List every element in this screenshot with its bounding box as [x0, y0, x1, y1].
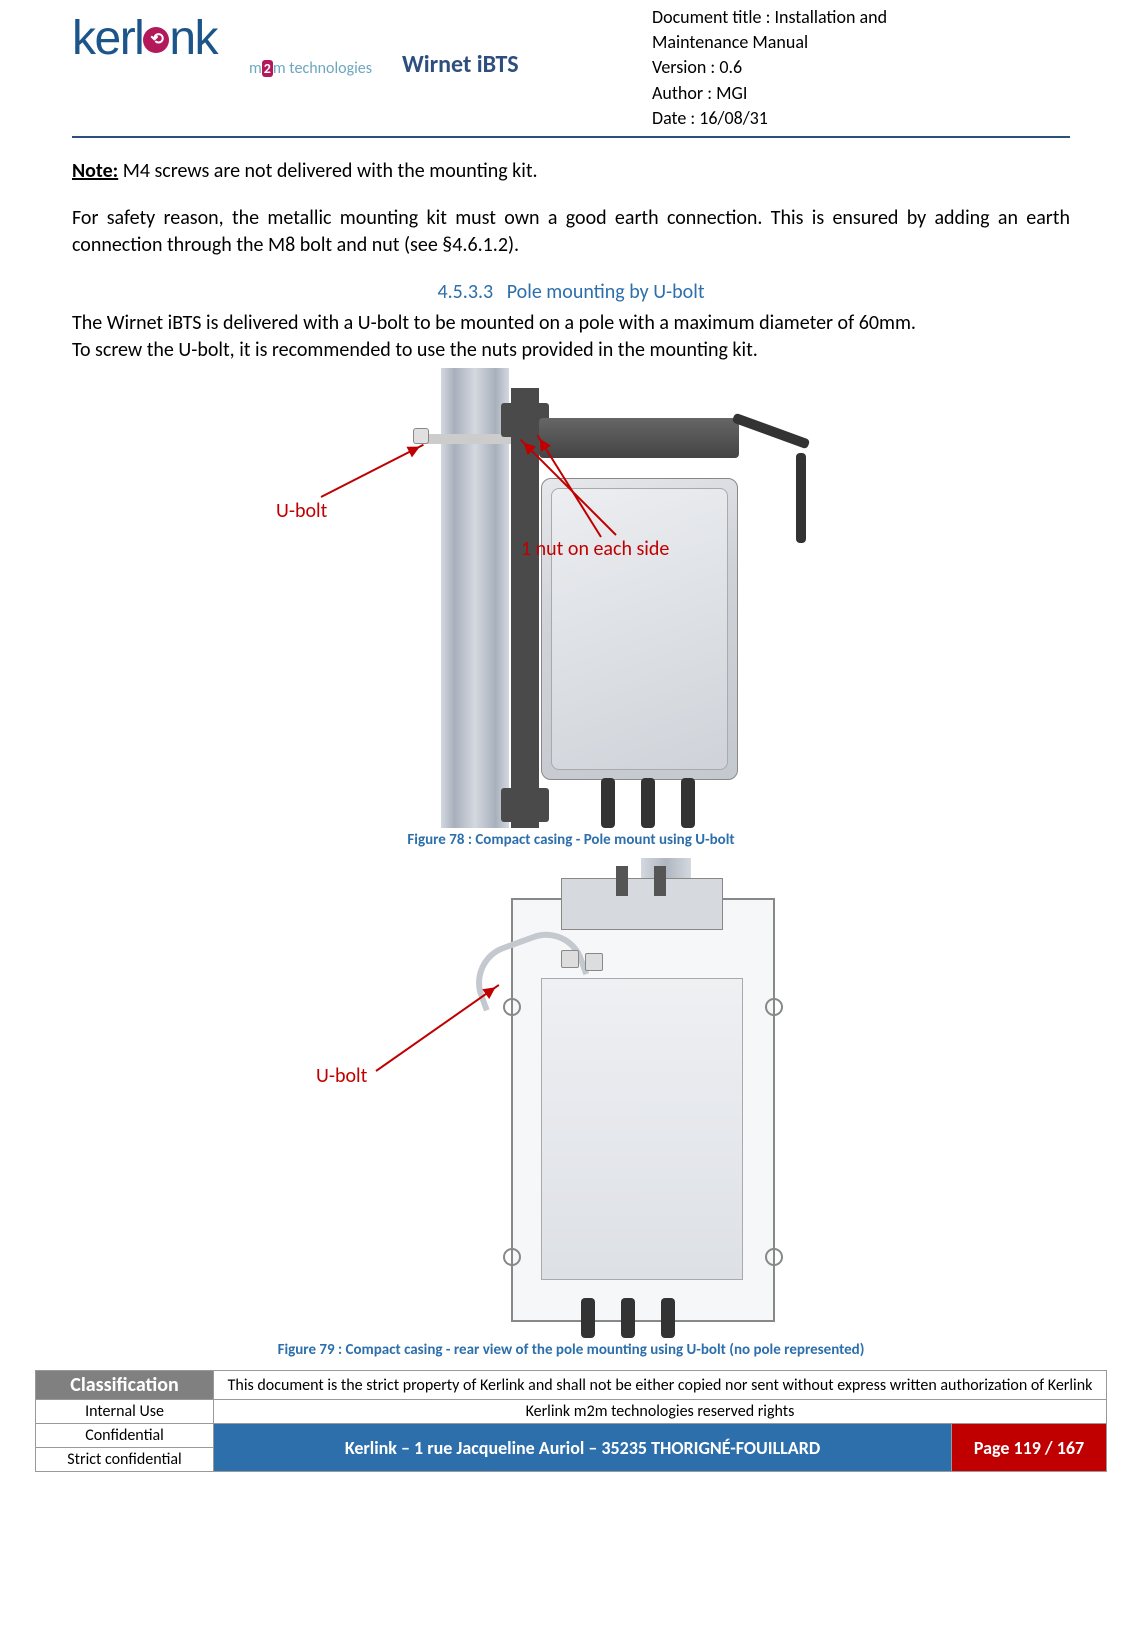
doc-author: Author : MGI [652, 81, 1070, 106]
ubolt-paragraph-2: To screw the U-bolt, it is recommended t… [72, 337, 1070, 364]
logo-sub-pre: m [249, 59, 262, 78]
internal-use-cell: Internal Use [36, 1400, 214, 1424]
section-heading: 4.5.3.3 Pole mounting by U-bolt [72, 279, 1070, 306]
page-header: kerl⟲nk m2m technologies Wirnet iBTS Doc… [72, 0, 1070, 138]
safety-paragraph: For safety reason, the metallic mounting… [72, 205, 1070, 259]
callout-ubolt: U-bolt [316, 1063, 367, 1090]
ubolt-paragraph-1: The Wirnet iBTS is delivered with a U-bo… [72, 310, 1070, 337]
section-title: Pole mounting by U-bolt [507, 280, 705, 304]
figure-79-caption: Figure 79 : Compact casing - rear view o… [72, 1340, 1070, 1360]
product-title: Wirnet iBTS [402, 5, 652, 79]
doc-metadata: Document title : Installation and Mainte… [652, 5, 1070, 131]
logo-text: nk [169, 12, 217, 65]
note-label: Note: [72, 159, 118, 183]
logo: kerl⟲nk m2m technologies [72, 5, 402, 78]
arrow-icon [321, 444, 424, 498]
confidential-cell: Confidential [36, 1424, 214, 1448]
callout-ubolt: U-bolt [276, 498, 327, 525]
logo-sub-post: m [273, 59, 286, 78]
classification-header: Classification [36, 1371, 214, 1400]
doc-version: Version : 0.6 [652, 55, 1070, 80]
figure-78-caption: Figure 78 : Compact casing - Pole mount … [72, 830, 1070, 850]
strict-confidential-cell: Strict confidential [36, 1448, 214, 1472]
note-text: M4 screws are not delivered with the mou… [118, 159, 537, 183]
logo-text: kerl [72, 12, 143, 65]
logo-icon: ⟲ [143, 27, 169, 53]
doc-date: Date : 16/08/31 [652, 106, 1070, 131]
doc-title-line: Maintenance Manual [652, 30, 1070, 55]
doc-title-line: Document title : Installation and [652, 5, 1070, 30]
section-number: 4.5.3.3 [437, 280, 493, 304]
arrow-icon [375, 984, 499, 1072]
rights-cell: Kerlink m2m technologies reserved rights [214, 1400, 1107, 1424]
footer-table: Classification This document is the stri… [35, 1370, 1107, 1472]
address-cell: Kerlink – 1 rue Jacqueline Auriol – 3523… [214, 1424, 952, 1472]
page-content: Note: M4 screws are not delivered with t… [72, 158, 1070, 1361]
page-number-cell: Page 119 / 167 [952, 1424, 1107, 1472]
disclaimer-text: This document is the strict property of … [214, 1371, 1107, 1400]
logo-sub-tail: technologies [286, 59, 372, 78]
note-paragraph: Note: M4 screws are not delivered with t… [72, 158, 1070, 185]
figure-79: U-bolt Figure 79 : Compact casing - rear… [72, 858, 1070, 1360]
figure-78: U-bolt 1 nut on each side Figure 78 : Co… [72, 368, 1070, 850]
callout-nut: 1 nut on each side [521, 536, 669, 563]
logo-m2m: 2 [262, 60, 273, 77]
